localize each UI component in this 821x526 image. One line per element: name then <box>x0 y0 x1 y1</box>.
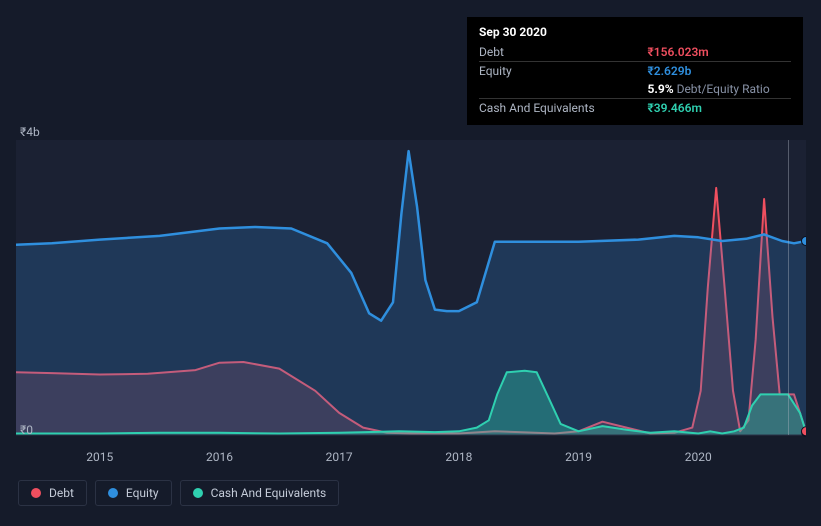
legend-item[interactable]: Debt <box>18 480 87 506</box>
x-axis-label: 2016 <box>206 450 233 464</box>
legend-swatch <box>108 488 118 498</box>
tooltip-row-debt: Debt ₹156.023m <box>479 43 791 62</box>
tooltip-value: ₹2.629b <box>647 62 791 81</box>
x-axis-label: 2015 <box>86 450 113 464</box>
legend: Debt Equity Cash And Equivalents <box>18 480 339 506</box>
tooltip-ratio: 5.9% Debt/Equity Ratio <box>647 80 791 99</box>
legend-item[interactable]: Cash And Equivalents <box>180 480 340 506</box>
tooltip-row-ratio: 5.9% Debt/Equity Ratio <box>479 80 791 99</box>
legend-label: Equity <box>126 486 159 500</box>
hover-marker-line <box>788 140 789 435</box>
y-axis-label: ₹0 <box>20 423 33 437</box>
tooltip-label: Debt <box>479 43 647 62</box>
tooltip-label: Cash And Equivalents <box>479 99 647 118</box>
tooltip-label: Equity <box>479 62 647 81</box>
legend-label: Cash And Equivalents <box>211 486 327 500</box>
chart-container: ₹4b ₹0 2015 2016 2017 2018 2019 2020 Sep 30 20… <box>0 0 821 526</box>
legend-label: Debt <box>49 486 74 500</box>
x-axis-label: 2017 <box>326 450 353 464</box>
tooltip-title: Sep 30 2020 <box>479 25 791 43</box>
legend-swatch <box>31 488 41 498</box>
legend-item[interactable]: Equity <box>95 480 172 506</box>
tooltip-table: Debt ₹156.023m Equity ₹2.629b 5.9% Debt/… <box>479 43 791 117</box>
x-axis-label: 2019 <box>565 450 592 464</box>
y-axis-label: ₹4b <box>20 125 40 139</box>
tooltip-value: ₹156.023m <box>647 43 791 62</box>
legend-swatch <box>193 488 203 498</box>
chart-plot <box>16 140 806 445</box>
hover-tooltip: Sep 30 2020 Debt ₹156.023m Equity ₹2.629… <box>467 17 803 125</box>
tooltip-row-equity: Equity ₹2.629b <box>479 62 791 81</box>
x-axis-label: 2020 <box>685 450 712 464</box>
tooltip-value: ₹39.466m <box>647 99 791 118</box>
tooltip-label <box>479 80 647 99</box>
tooltip-row-cash: Cash And Equivalents ₹39.466m <box>479 99 791 118</box>
x-axis-label: 2018 <box>445 450 472 464</box>
